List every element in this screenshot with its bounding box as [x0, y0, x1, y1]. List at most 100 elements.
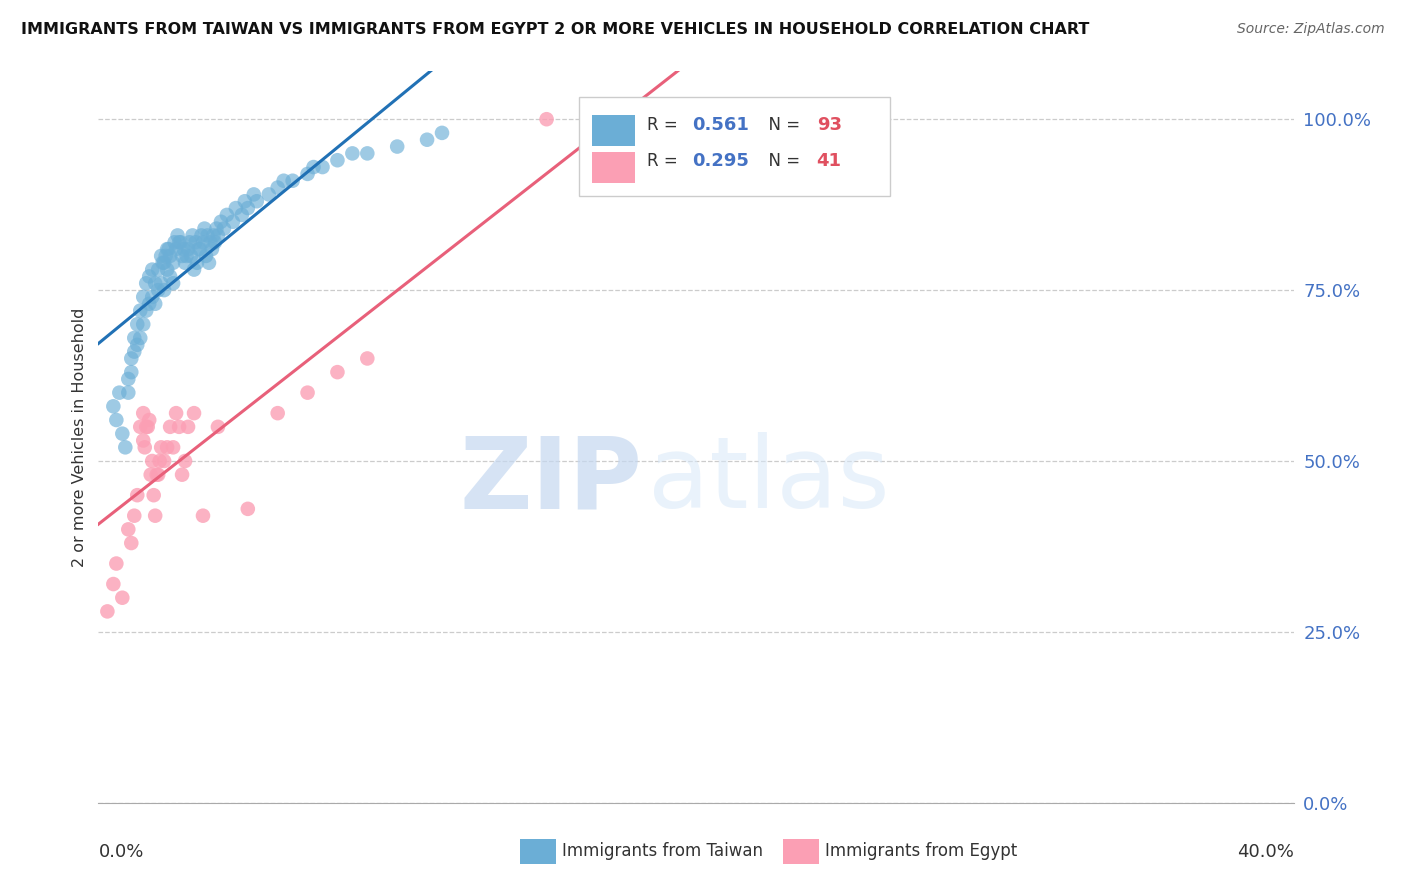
Point	[111, 591, 134, 605]
Point	[105, 557, 128, 571]
Point	[96, 604, 118, 618]
Point	[356, 351, 378, 366]
Point	[209, 215, 232, 229]
Point	[205, 221, 228, 235]
Point	[124, 508, 146, 523]
FancyBboxPatch shape	[592, 115, 636, 146]
Point	[173, 242, 195, 256]
Point	[132, 406, 155, 420]
Point	[141, 454, 163, 468]
Point	[167, 420, 190, 434]
Point	[273, 174, 295, 188]
Point	[162, 440, 184, 454]
Point	[141, 290, 163, 304]
Point	[169, 235, 191, 250]
Point	[129, 303, 152, 318]
Point	[132, 318, 155, 332]
Point	[127, 488, 149, 502]
Point	[172, 467, 194, 482]
Point	[156, 440, 179, 454]
Point	[202, 228, 225, 243]
Point	[141, 262, 163, 277]
Point	[236, 501, 259, 516]
Text: ZIP: ZIP	[460, 433, 643, 530]
Point	[176, 249, 198, 263]
Point	[172, 249, 194, 263]
Point	[198, 256, 221, 270]
Point	[120, 365, 142, 379]
Point	[225, 201, 247, 215]
Point	[150, 249, 173, 263]
Point	[108, 385, 131, 400]
Point	[183, 406, 205, 420]
Point	[150, 277, 173, 291]
Point	[207, 228, 229, 243]
Point	[103, 400, 125, 414]
Text: 0.561: 0.561	[692, 116, 749, 134]
Point	[153, 454, 176, 468]
FancyBboxPatch shape	[783, 839, 820, 864]
Point	[155, 249, 177, 263]
Point	[138, 269, 160, 284]
Point	[150, 440, 173, 454]
Point	[132, 290, 155, 304]
Point	[156, 262, 179, 277]
Point	[302, 160, 325, 174]
Point	[148, 262, 170, 277]
Point	[124, 344, 146, 359]
Point	[134, 440, 156, 454]
Point	[142, 488, 165, 502]
Point	[166, 228, 188, 243]
Point	[177, 420, 200, 434]
Point	[145, 467, 167, 482]
Point	[138, 297, 160, 311]
Point	[191, 235, 214, 250]
Point	[342, 146, 364, 161]
Text: Immigrants from Taiwan: Immigrants from Taiwan	[562, 842, 763, 860]
Point	[231, 208, 253, 222]
Point	[114, 440, 136, 454]
Point	[416, 133, 439, 147]
Point	[163, 235, 186, 250]
Point	[267, 406, 290, 420]
Point	[148, 283, 170, 297]
Point	[257, 187, 280, 202]
FancyBboxPatch shape	[592, 152, 636, 183]
Point	[143, 297, 166, 311]
Point	[174, 454, 197, 468]
Point	[430, 126, 453, 140]
Point	[193, 221, 215, 235]
Point	[129, 331, 152, 345]
Point	[135, 420, 157, 434]
Point	[132, 434, 155, 448]
Point	[135, 277, 157, 291]
FancyBboxPatch shape	[579, 97, 890, 195]
Point	[103, 577, 125, 591]
Point	[111, 426, 134, 441]
Point	[186, 256, 208, 270]
Point	[200, 235, 222, 250]
Text: 0.295: 0.295	[692, 153, 749, 170]
Point	[184, 235, 207, 250]
Point	[138, 413, 160, 427]
Point	[281, 174, 304, 188]
Text: atlas: atlas	[648, 433, 890, 530]
Point	[129, 420, 152, 434]
Point	[124, 331, 146, 345]
Point	[159, 269, 181, 284]
Point	[127, 318, 149, 332]
Point	[152, 256, 174, 270]
Point	[267, 180, 290, 194]
Point	[117, 385, 139, 400]
Text: Immigrants from Egypt: Immigrants from Egypt	[825, 842, 1018, 860]
Text: Source: ZipAtlas.com: Source: ZipAtlas.com	[1237, 22, 1385, 37]
Point	[356, 146, 378, 161]
Text: R =: R =	[647, 116, 683, 134]
Point	[233, 194, 256, 209]
Point	[204, 235, 226, 250]
Point	[159, 420, 181, 434]
Point	[180, 249, 202, 263]
Point	[159, 249, 181, 263]
Point	[162, 256, 184, 270]
Text: IMMIGRANTS FROM TAIWAN VS IMMIGRANTS FROM EGYPT 2 OR MORE VEHICLES IN HOUSEHOLD : IMMIGRANTS FROM TAIWAN VS IMMIGRANTS FRO…	[21, 22, 1090, 37]
